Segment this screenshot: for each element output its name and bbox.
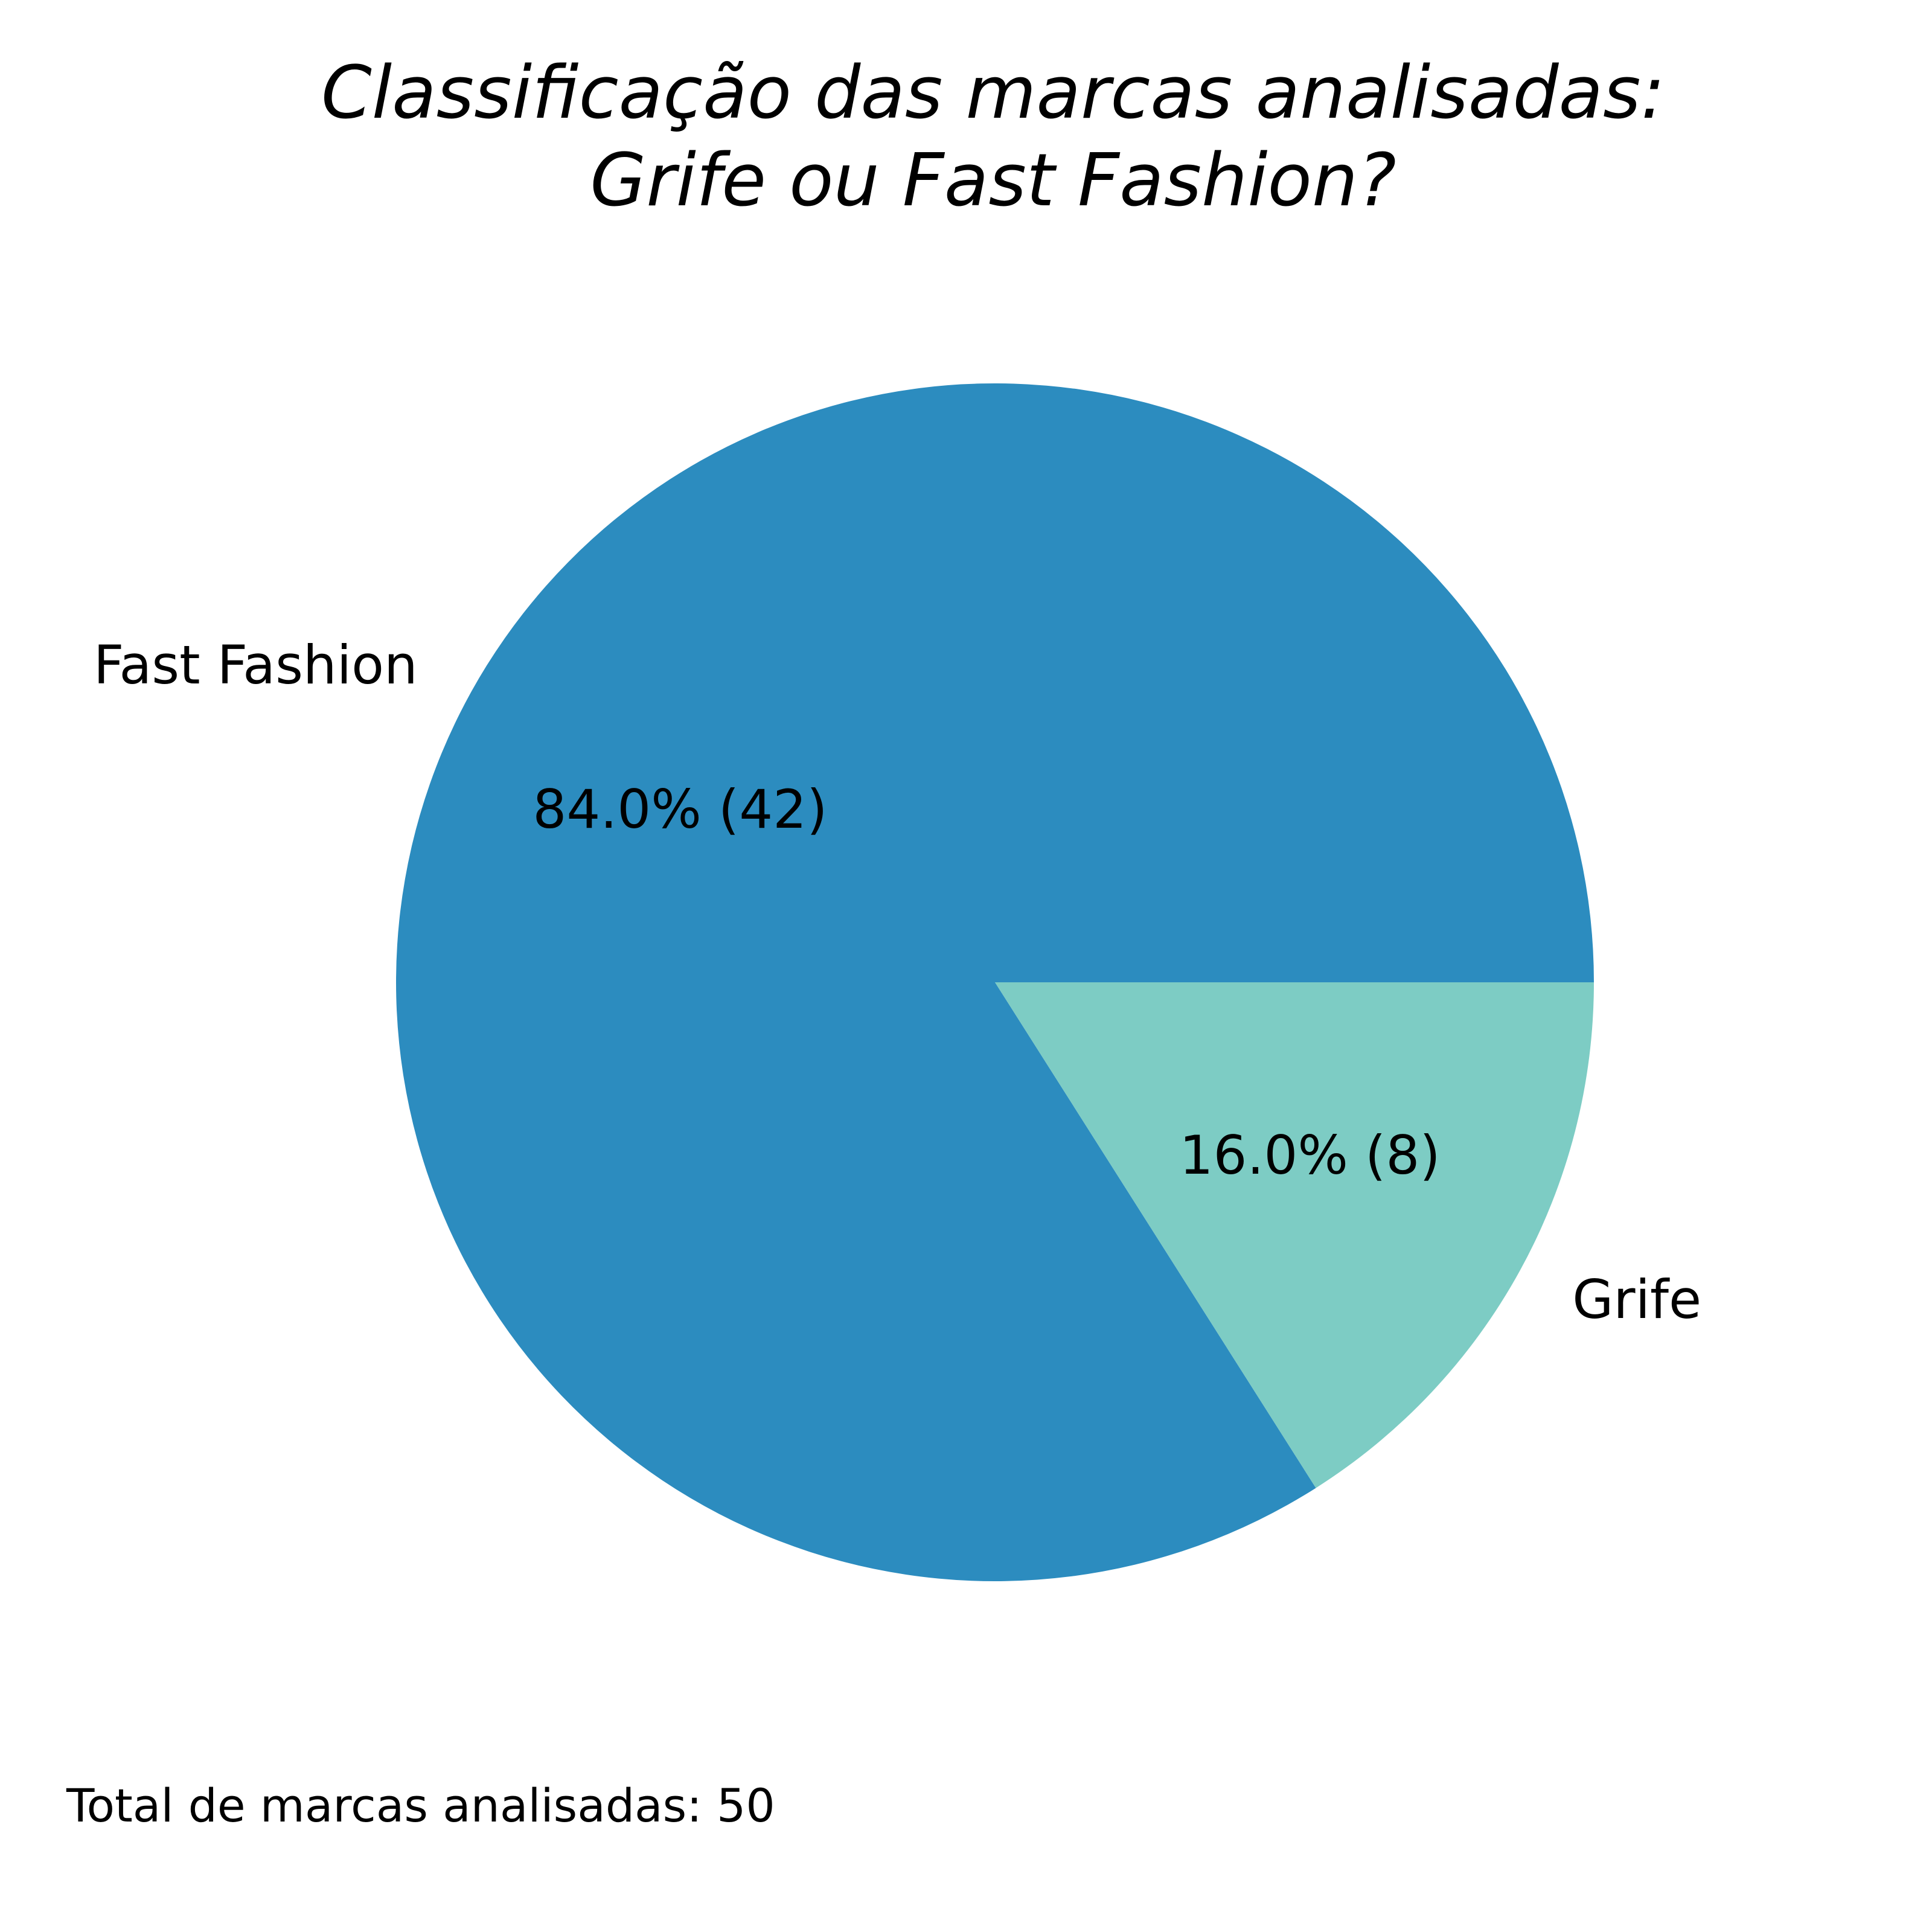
- pie-labels: Fast Fashion 84.0% (42) Grife 16.0% (8): [94, 634, 1701, 1331]
- pie-slice-fast-fashion: [395, 383, 1594, 1581]
- pie-slices: [395, 383, 1594, 1581]
- slice-label-fast-fashion: Fast Fashion: [94, 634, 418, 696]
- chart-title-line-2: Grife ou Fast Fashion?: [590, 139, 1396, 223]
- pie-slice-grife: [995, 982, 1594, 1488]
- total-footnote: Total de marcas analisadas: 50: [66, 1779, 775, 1832]
- slice-label-grife: Grife: [1572, 1268, 1701, 1331]
- chart-title-line-1: Classificação das marcas analisadas:: [321, 51, 1665, 135]
- slice-percent-label-fast-fashion: 84.0% (42): [533, 778, 827, 840]
- slice-percent-label-grife: 16.0% (8): [1179, 1124, 1440, 1186]
